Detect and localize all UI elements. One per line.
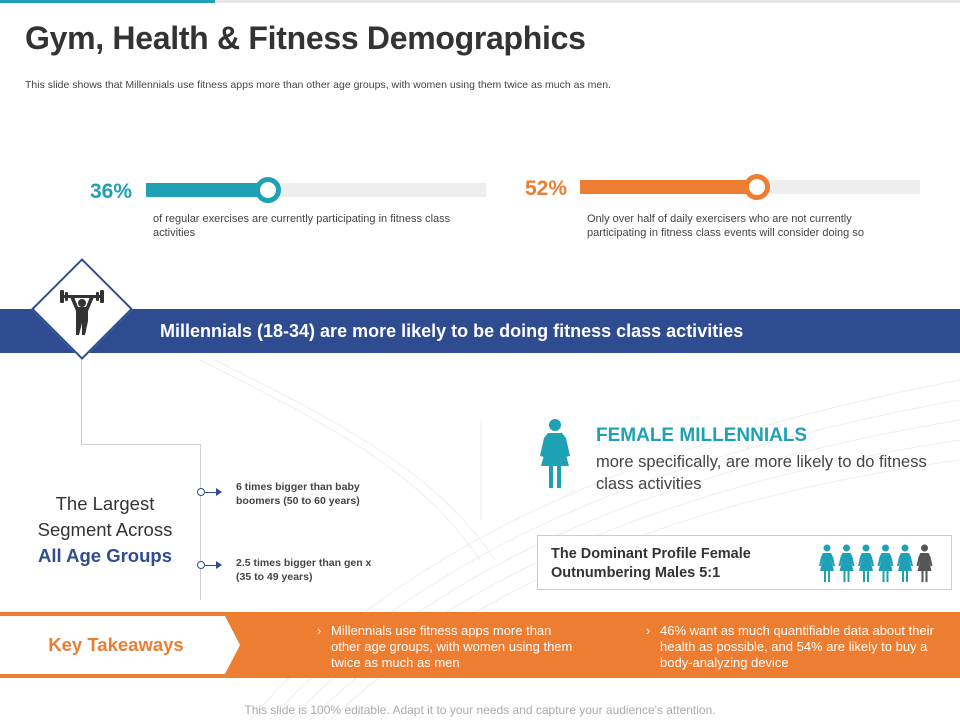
segment-line-2: Segment Across (37, 519, 173, 540)
segment-note-2-arrow-icon (216, 561, 222, 569)
footer-note: This slide is 100% editable. Adapt it to… (244, 703, 716, 717)
takeaway-item-1: › Millennials use fitness apps more than… (317, 623, 581, 671)
stat-2-progress-track (580, 174, 920, 200)
segment-note-2: 2.5 times bigger than gen x (35 to 49 ye… (236, 557, 372, 583)
key-takeaways-tag (0, 616, 240, 674)
highlight-banner: Millennials (18-34) are more likely to b… (0, 309, 960, 353)
segment-note-2-arrow-line (205, 565, 217, 566)
female-heading: FEMALE MILLENNIALS (596, 425, 808, 446)
page-title: Gym, Health & Fitness Demographics (25, 20, 586, 56)
stat-2-description: Only over half of daily exercisers who a… (587, 213, 864, 239)
connector-horizontal (81, 444, 201, 445)
takeaway-item-2: › 46% want as much quantifiable data abo… (646, 623, 935, 671)
stat-2-progress-fill (580, 180, 757, 194)
female-person-icon (819, 544, 835, 582)
segment-line-3: All Age Groups (38, 545, 172, 566)
stat-1-description: of regular exercises are currently parti… (153, 213, 451, 239)
stat-1-progress-fill (146, 183, 269, 197)
key-takeaways-label: Key Takeaways (48, 634, 184, 655)
chevron-right-icon: › (317, 623, 322, 638)
segment-line-1: The Largest (55, 493, 155, 514)
stat-1-progress-knob (255, 177, 282, 203)
connector-drop (200, 444, 201, 600)
chevron-right-icon: › (646, 623, 651, 638)
dominant-profile-box: The Dominant Profile Female Outnumbering… (537, 535, 952, 590)
page-subtitle: This slide shows that Millennials use fi… (25, 79, 611, 91)
people-ratio-icons (819, 544, 933, 582)
stat-1-progress-track (146, 177, 486, 203)
segment-note-1-dot (197, 488, 205, 496)
stat-2-percent: 52% (525, 177, 568, 200)
segment-note-1-arrow-icon (216, 488, 222, 496)
dominant-profile-text: The Dominant Profile Female Outnumbering… (551, 546, 751, 581)
female-person-icon (877, 544, 894, 582)
top-rule (0, 0, 960, 3)
segment-note-1: 6 times bigger than baby boomers (50 to … (236, 481, 360, 507)
takeaway-item-1-text: Millennials use fitness apps more than o… (331, 623, 573, 670)
female-description: more specifically, are more likely to do… (596, 453, 927, 493)
takeaway-item-2-text: 46% want as much quantifiable data about… (660, 623, 934, 670)
female-icon (540, 419, 570, 488)
male-person-icon (916, 544, 933, 582)
top-rule-accent (0, 0, 215, 3)
banner-text: Millennials (18-34) are more likely to b… (160, 321, 744, 341)
female-person-icon (858, 544, 874, 582)
segment-note-2-dot (197, 561, 205, 569)
stat-1-percent: 36% (90, 180, 133, 203)
connector-vertical (81, 345, 82, 445)
segment-note-1-arrow-line (205, 492, 217, 493)
female-person-icon (838, 544, 855, 582)
female-person-icon (897, 544, 913, 582)
weightlifter-icon (60, 290, 104, 335)
segment-callout: The Largest Segment Across All Age Group… (15, 491, 195, 569)
stat-2-progress-knob (743, 174, 770, 200)
